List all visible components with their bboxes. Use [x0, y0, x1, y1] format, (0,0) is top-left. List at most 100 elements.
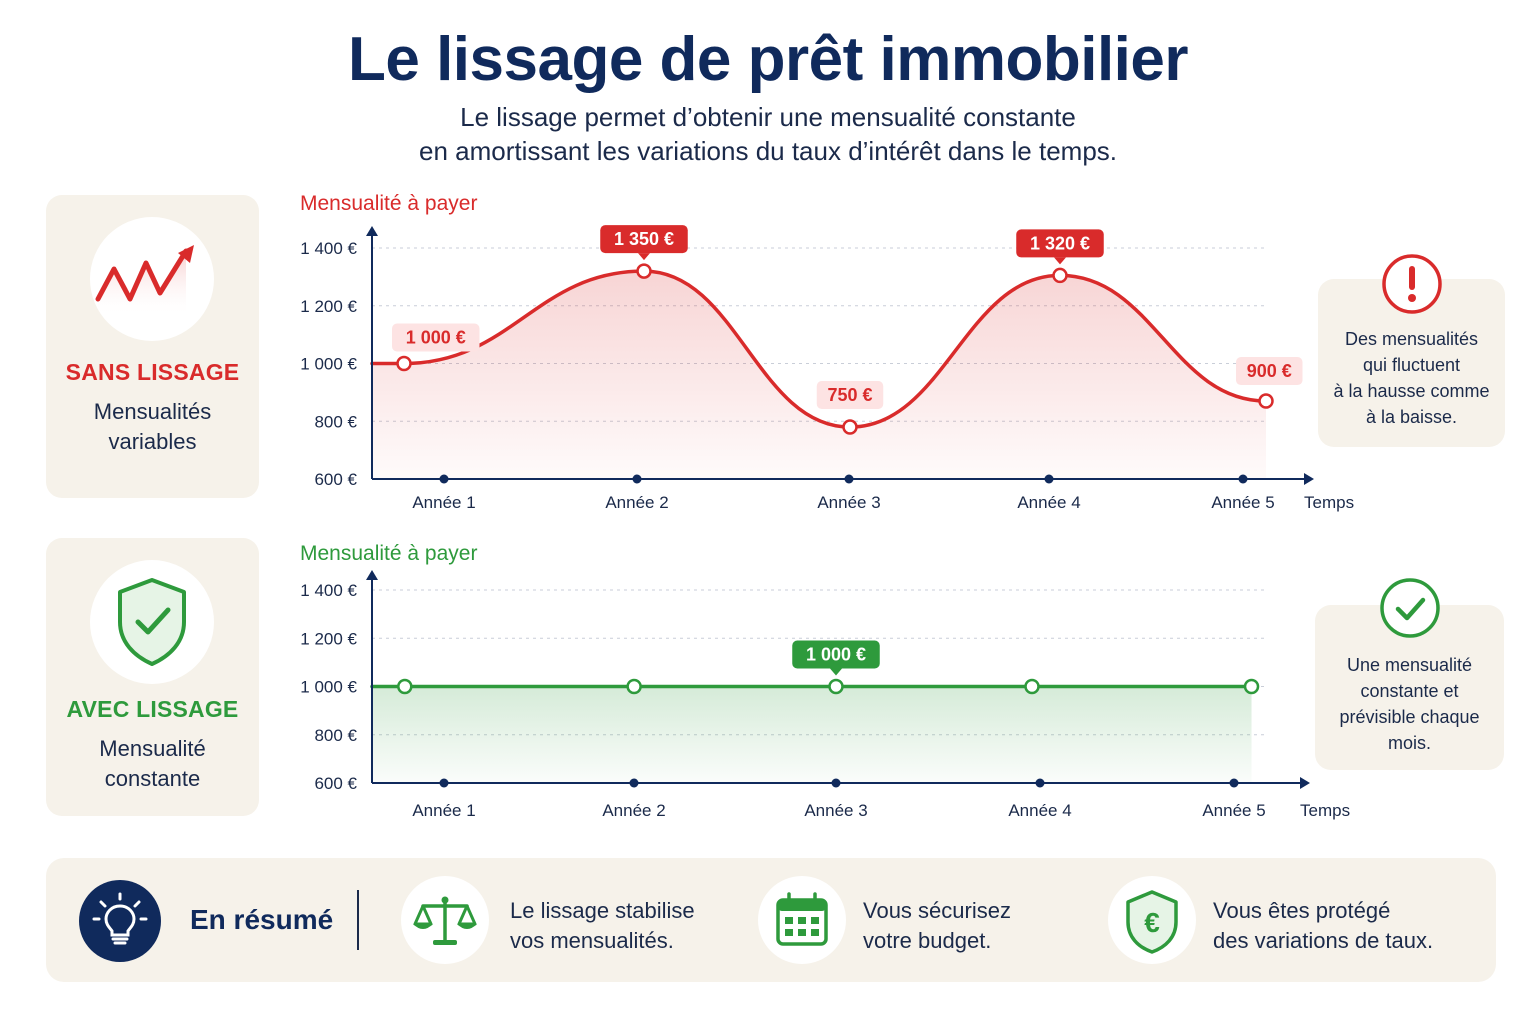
area-fill: [372, 271, 1266, 479]
data-label-pointer: [1054, 257, 1066, 265]
y-axis-arrow: [366, 226, 378, 236]
note-line: qui fluctuent: [1362, 355, 1461, 375]
scale-icon: [401, 876, 489, 964]
x-tick-label: Année 4: [1017, 493, 1080, 512]
avec-lissage-card: AVEC LISSAGE Mensualité constante: [46, 538, 259, 816]
summary-item-1-line1: Le lissage stabilise: [510, 898, 695, 923]
page-title: Le lissage de prêt immobilier: [348, 25, 1189, 94]
data-point: [626, 678, 642, 695]
y-axis-title: Mensualité à payer: [300, 542, 477, 565]
data-label-text: 900 €: [1247, 361, 1292, 381]
x-tick-label: Année 3: [817, 493, 880, 512]
summary-item-1-line2: vos mensualités.: [510, 928, 674, 953]
avec-lissage-desc-line1: Mensualité: [99, 736, 206, 761]
data-label: 750 €: [816, 381, 884, 410]
x-tick-dot: [831, 778, 841, 788]
x-tick-dot: [439, 474, 449, 484]
x-tick-dot: [1238, 474, 1248, 484]
note-line: mois.: [1387, 733, 1431, 753]
sans-lissage-desc-line2: variables: [108, 429, 197, 454]
sans-lissage-desc-line1: Mensualités: [93, 399, 212, 424]
note-line: à la baisse.: [1365, 407, 1458, 427]
note-line: à la hausse comme: [1333, 381, 1490, 401]
y-tick-label: 1 000 €: [300, 355, 357, 374]
x-tick-dot: [632, 474, 642, 484]
subtitle-line-2: en amortissant les variations du taux d’…: [418, 136, 1118, 166]
y-tick-label: 800 €: [314, 726, 357, 745]
y-tick-label: 1 200 €: [300, 629, 357, 648]
data-point: [1024, 678, 1040, 695]
x-axis-arrow: [1304, 473, 1314, 485]
y-tick-label: 1 000 €: [300, 678, 357, 697]
avec-lissage-desc: Mensualité constante: [46, 734, 259, 794]
x-tick-label: Année 3: [804, 801, 867, 820]
subtitle-line-1: Le lissage permet d’obtenir une mensuali…: [460, 102, 1076, 132]
x-axis-arrow: [1300, 777, 1310, 789]
calendar-icon: [758, 876, 846, 964]
data-point: [1052, 267, 1068, 284]
data-point: [1243, 678, 1260, 695]
data-label: 1 000 €: [392, 323, 480, 352]
data-label-text: 1 000 €: [406, 328, 466, 348]
check-circle-icon: [1378, 576, 1442, 645]
x-tick-label: Année 1: [412, 801, 475, 820]
summary-item-3: Vous êtes protégé des variations de taux…: [1213, 896, 1433, 956]
data-label-pointer: [638, 253, 650, 261]
data-label-text: 1 000 €: [806, 645, 866, 665]
summary-bar: En résumé Le lissage stabilise vos mensu…: [46, 858, 1496, 982]
y-axis-title: Mensualité à payer: [300, 192, 477, 215]
svg-text:€: €: [1144, 907, 1160, 938]
area-fill: [372, 686, 1252, 783]
data-point: [396, 355, 412, 372]
sans-lissage-desc: Mensualités variables: [46, 397, 259, 457]
data-label-box: [1236, 357, 1303, 386]
avec-lissage-desc-line2: constante: [104, 766, 201, 791]
data-label-box: [392, 323, 480, 352]
summary-divider: [357, 890, 359, 950]
summary-item-2: Vous sécurisez votre budget.: [863, 896, 1011, 956]
y-tick-label: 600 €: [314, 470, 357, 489]
x-tick-label: Année 4: [1008, 801, 1071, 820]
x-tick-label: Année 5: [1211, 493, 1274, 512]
x-tick-dot: [629, 778, 639, 788]
data-label-box: [792, 640, 880, 669]
data-label-box: [600, 225, 688, 254]
sans-lissage-card: SANS LISSAGE Mensualités variables: [46, 195, 259, 498]
data-point: [397, 678, 413, 695]
data-label-box: [1016, 229, 1104, 258]
note-line: Des mensualités: [1344, 329, 1479, 349]
x-tick-dot: [1044, 474, 1054, 484]
data-label-text: 1 320 €: [1030, 233, 1090, 253]
y-tick-label: 1 400 €: [300, 581, 357, 600]
x-axis-title: Temps: [1300, 801, 1350, 820]
sans-lissage-note: Des mensualités qui fluctuent à la hauss…: [1318, 279, 1505, 447]
data-point: [828, 678, 844, 695]
data-label: 900 €: [1236, 357, 1303, 386]
data-label: 1 000 €: [792, 640, 880, 676]
summary-item-2-line1: Vous sécurisez: [863, 898, 1011, 923]
avec-lissage-title: AVEC LISSAGE: [66, 696, 239, 722]
data-label-box: [816, 381, 884, 410]
x-axis-title: Temps: [1304, 493, 1354, 512]
data-label: 1 320 €: [1016, 229, 1104, 265]
sans-lissage-title: SANS LISSAGE: [65, 359, 240, 385]
data-point: [1258, 393, 1274, 409]
lightbulb-icon: [79, 880, 161, 962]
x-tick-label: Année 2: [602, 801, 665, 820]
y-tick-label: 1 400 €: [300, 239, 357, 258]
note-line: prévisible chaque: [1339, 707, 1480, 727]
summary-item-2-line2: votre budget.: [863, 928, 992, 953]
y-tick-label: 1 200 €: [300, 297, 357, 316]
x-tick-dot: [1229, 778, 1239, 788]
x-tick-dot: [439, 778, 449, 788]
x-tick-label: Année 5: [1202, 801, 1265, 820]
exclamation-icon: [1380, 252, 1444, 321]
x-tick-label: Année 1: [412, 493, 475, 512]
y-axis-arrow: [366, 570, 378, 580]
data-point: [842, 419, 858, 435]
note-line: constante et: [1360, 681, 1459, 701]
x-tick-dot: [1035, 778, 1045, 788]
data-label: 1 350 €: [600, 225, 688, 261]
shield-check-icon: [90, 560, 214, 684]
